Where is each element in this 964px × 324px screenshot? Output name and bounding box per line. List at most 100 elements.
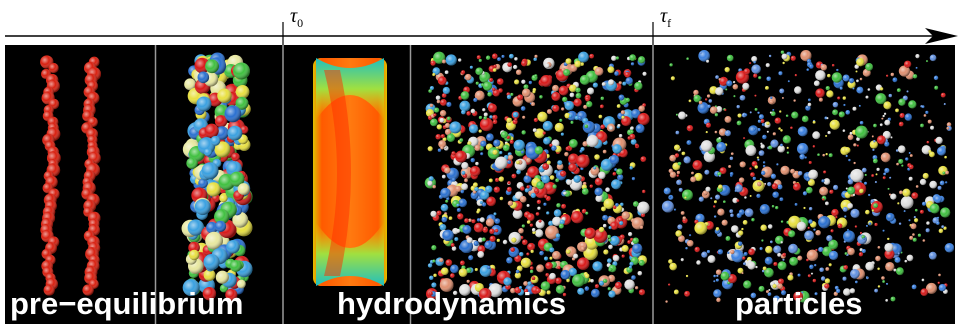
particle	[738, 241, 742, 245]
particle	[865, 262, 874, 271]
particle	[460, 261, 465, 266]
particle	[811, 273, 813, 275]
particle	[797, 143, 808, 154]
tau-subscript: f	[667, 16, 671, 30]
particle	[499, 151, 502, 154]
particle	[884, 243, 893, 252]
stage-label: hydrodynamics	[337, 286, 566, 321]
particle	[913, 74, 917, 78]
particle	[534, 74, 537, 77]
particle	[543, 121, 553, 131]
particle	[238, 183, 250, 195]
particle	[639, 289, 645, 295]
particle	[549, 273, 556, 280]
particle	[682, 152, 686, 156]
particle	[564, 152, 568, 156]
particle	[813, 279, 816, 282]
particle	[701, 140, 713, 152]
particle	[675, 153, 679, 157]
particle	[825, 201, 829, 205]
particle	[477, 251, 484, 258]
particle	[930, 55, 937, 62]
particle	[622, 255, 625, 258]
particle	[706, 60, 709, 63]
particle	[625, 77, 632, 84]
particle	[873, 158, 878, 163]
particle	[877, 135, 886, 144]
particle	[865, 174, 867, 176]
particle	[780, 144, 783, 147]
particle	[439, 258, 443, 262]
particle	[566, 146, 570, 150]
particle	[946, 127, 949, 130]
particle	[743, 220, 748, 225]
particle	[813, 145, 815, 147]
particle	[883, 176, 886, 179]
particle	[844, 147, 850, 153]
particle	[427, 181, 432, 186]
particle	[819, 267, 824, 272]
particle	[686, 275, 688, 277]
particle	[865, 63, 873, 71]
particle	[909, 236, 913, 240]
particle	[559, 86, 569, 96]
particle	[815, 88, 824, 97]
particle	[442, 60, 446, 64]
particle	[719, 175, 721, 177]
particle	[537, 112, 547, 122]
particle	[737, 105, 740, 108]
particle	[778, 71, 782, 75]
particle	[886, 75, 888, 77]
particle	[831, 209, 838, 216]
particle	[882, 230, 884, 232]
particle	[619, 134, 622, 137]
particle	[533, 128, 537, 132]
particle	[429, 276, 433, 280]
particle	[509, 54, 514, 59]
particle	[760, 204, 770, 214]
particle	[742, 272, 744, 274]
particle	[513, 112, 519, 118]
particle	[689, 100, 692, 103]
particle	[899, 222, 901, 224]
particle	[890, 136, 892, 138]
particle	[535, 229, 543, 237]
particle	[561, 270, 571, 280]
particle	[531, 102, 535, 106]
particle	[763, 161, 765, 163]
particle	[586, 101, 592, 107]
particle	[770, 97, 772, 99]
particle	[845, 252, 848, 255]
particle	[631, 275, 636, 280]
particle	[766, 77, 771, 82]
particle	[609, 126, 613, 130]
particle	[744, 196, 747, 199]
particle	[621, 116, 624, 119]
particle	[744, 113, 747, 116]
particle	[809, 207, 812, 210]
particle	[743, 262, 746, 265]
particle	[717, 208, 724, 215]
particle	[503, 144, 510, 151]
particle	[461, 183, 468, 190]
particle	[486, 56, 490, 60]
particle	[836, 69, 838, 71]
particle	[878, 246, 881, 249]
particle	[737, 213, 742, 218]
particle	[738, 230, 743, 235]
particle	[763, 267, 767, 271]
particle	[577, 257, 589, 269]
particle	[441, 204, 449, 212]
particle	[216, 271, 229, 284]
particle	[939, 284, 946, 291]
particle	[474, 223, 484, 233]
particle	[682, 190, 693, 201]
particle	[699, 101, 703, 105]
particle	[630, 126, 633, 129]
particle	[853, 182, 866, 195]
particle	[791, 112, 798, 119]
particle	[856, 70, 858, 72]
particle	[726, 236, 731, 241]
particle	[204, 148, 212, 156]
particle	[901, 196, 914, 209]
